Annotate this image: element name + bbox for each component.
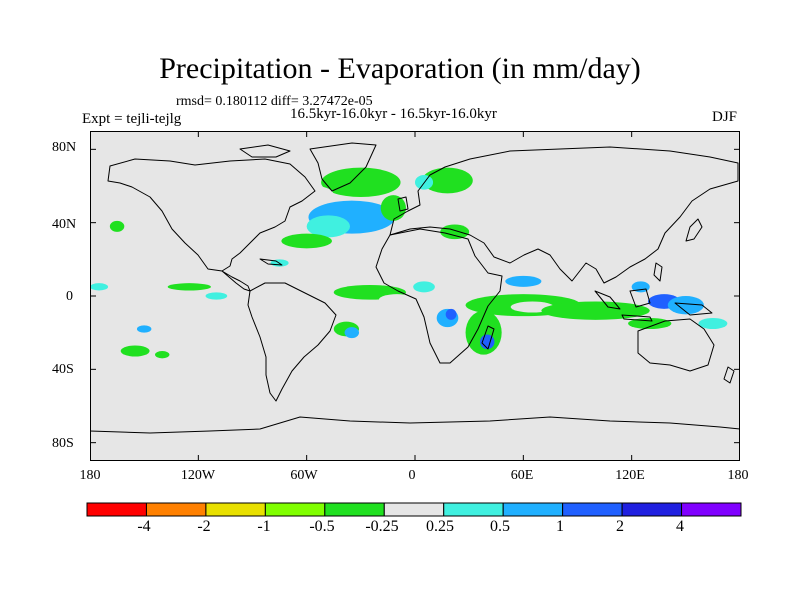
stats-text: rmsd= 0.180112 diff= 3.27472e-05 bbox=[176, 94, 373, 109]
colorbar-swatch bbox=[562, 502, 623, 517]
colorbar-label: 0.5 bbox=[490, 518, 510, 535]
coastline-new-zealand bbox=[723, 366, 735, 384]
anomaly-patch-west-africa bbox=[413, 281, 435, 293]
plot-title: Precipitation - Evaporation (in mm/day) bbox=[159, 52, 641, 85]
colorbar bbox=[86, 502, 742, 517]
anomaly-patch-mediterranean bbox=[469, 224, 488, 236]
anomaly-patch-north-pacific bbox=[127, 241, 143, 249]
anomaly-patch-indian-ocean bbox=[541, 301, 650, 320]
lon-tick-label: 60E bbox=[510, 468, 534, 483]
lon-tick-label: 60W bbox=[290, 468, 318, 483]
lon-tick-label: 120W bbox=[180, 468, 216, 483]
coastlines bbox=[90, 142, 740, 434]
coastline-north-america bbox=[107, 158, 316, 272]
lat-tick-label: 80N bbox=[52, 140, 77, 155]
anomaly-patch-north-pacific bbox=[109, 220, 125, 232]
map-panel bbox=[90, 131, 740, 461]
colorbar-swatch bbox=[145, 502, 207, 517]
lat-tick-label: 80S bbox=[52, 436, 74, 451]
coastline-australia bbox=[637, 318, 715, 372]
anomaly-patch-gulf-stream bbox=[281, 233, 332, 249]
colorbar-swatch bbox=[621, 502, 683, 517]
colorbar-label: -0.5 bbox=[309, 518, 335, 535]
colorbar-label: -4 bbox=[137, 518, 151, 535]
coastline-south-america bbox=[247, 282, 337, 402]
colorbar-label: 0.25 bbox=[426, 518, 454, 535]
anomaly-patch-south-atlantic bbox=[344, 327, 360, 339]
lat-tick-label: 0 bbox=[66, 289, 73, 304]
colorbar-label: 2 bbox=[616, 518, 624, 535]
coastline-japan bbox=[685, 218, 703, 242]
anomaly-patch-scandinavia bbox=[422, 167, 473, 194]
colorbar-label: -0.25 bbox=[365, 518, 399, 535]
coastline-africa bbox=[375, 228, 503, 364]
coastline-british-isles bbox=[397, 196, 409, 212]
anomaly-patch-mediterranean bbox=[440, 224, 470, 240]
lon-tick-label: 120E bbox=[615, 468, 645, 483]
anomaly-patch-north-australia bbox=[628, 318, 672, 329]
anomaly-patch-central-africa bbox=[445, 308, 457, 320]
period-text: 16.5kyr-16.0kyr - 16.5kyr-16.0kyr bbox=[290, 106, 497, 122]
coastline-antarctica bbox=[90, 416, 740, 434]
colorbar-swatch bbox=[383, 502, 445, 517]
anomaly-patch-north-atlantic bbox=[306, 215, 350, 238]
lon-tick-label: 0 bbox=[408, 468, 416, 483]
coastline-java bbox=[621, 314, 653, 322]
anomaly-patch-bay-of-bengal bbox=[554, 281, 583, 293]
coastline-borneo bbox=[629, 288, 651, 308]
anomaly-patch-east-pacific bbox=[205, 292, 228, 300]
coastline-greenland bbox=[309, 142, 377, 192]
experiment-label: Expt = tejli-tejlg bbox=[82, 111, 182, 127]
axis-ticks bbox=[90, 131, 740, 461]
coastline-cuba bbox=[259, 258, 283, 266]
anomaly-patch-east-pacific-south bbox=[136, 325, 152, 333]
season-label: DJF bbox=[712, 109, 738, 125]
colorbar-swatch bbox=[205, 502, 266, 517]
coastline-philippines bbox=[653, 262, 663, 282]
lon-tick-label: 180 bbox=[727, 468, 749, 483]
lat-tick-label: 40N bbox=[52, 217, 77, 232]
coastline-eurasia bbox=[389, 146, 739, 284]
coastline-madagascar bbox=[481, 325, 495, 350]
coastline-arctic-islands bbox=[239, 144, 291, 158]
anomaly-patch-arabian-sea bbox=[505, 275, 542, 287]
anomaly-patch-west-pacific bbox=[667, 296, 704, 315]
anomaly-patch-north-atlantic-north bbox=[321, 167, 401, 197]
colorbar-swatch bbox=[443, 502, 504, 517]
colorbar-swatch bbox=[264, 502, 326, 517]
anomaly-patch-labrador-sea bbox=[297, 186, 334, 205]
colorbar-swatch bbox=[681, 502, 742, 517]
coastline-sumatra bbox=[594, 290, 621, 310]
anomaly-patch-central-pacific bbox=[90, 283, 109, 291]
lon-tick-label: 180 bbox=[79, 468, 101, 483]
coastline-central-america bbox=[221, 270, 251, 292]
anomaly-patch-equatorial-atlantic bbox=[378, 294, 416, 306]
anomaly-patch-east-pacific-south bbox=[155, 351, 170, 359]
anomaly-patch-east-pacific bbox=[167, 283, 211, 291]
anomaly-patch-east-asia bbox=[671, 211, 701, 227]
lat-tick-label: 40S bbox=[52, 362, 74, 377]
anomaly-patch-east-pacific-south bbox=[120, 345, 150, 357]
coastline-new-guinea bbox=[674, 302, 713, 316]
map-background bbox=[90, 131, 740, 461]
colorbar-swatch bbox=[324, 502, 385, 517]
anomaly-patch-south-pacific bbox=[698, 318, 728, 329]
colorbar-swatch bbox=[86, 502, 147, 517]
colorbar-label: 1 bbox=[556, 518, 564, 535]
anomaly-patch-north-atlantic-east bbox=[380, 195, 406, 221]
colorbar-label: -2 bbox=[197, 518, 211, 535]
colorbar-swatch bbox=[502, 502, 564, 517]
colorbar-label: -1 bbox=[257, 518, 271, 535]
colorbar-label: 4 bbox=[676, 518, 684, 535]
